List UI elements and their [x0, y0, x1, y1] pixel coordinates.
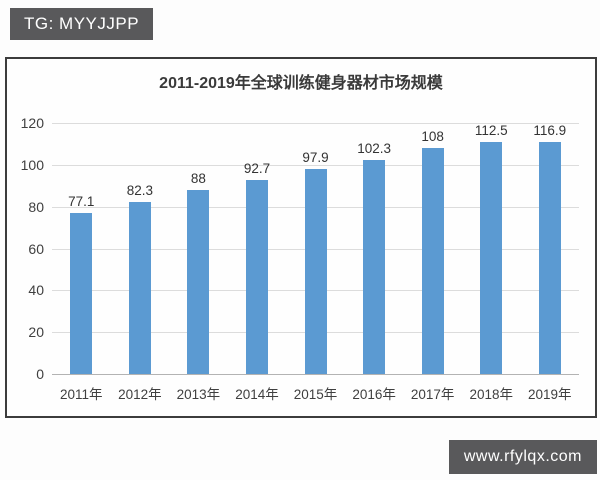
gridline-100: [52, 164, 579, 166]
bar-slot-2011年: 77.1: [52, 123, 111, 374]
x-tick-label-2014年: 2014年: [235, 387, 279, 402]
bar-value-label: 82.3: [126, 182, 153, 198]
bar-2018年: [480, 142, 503, 374]
bar-value-label: 92.7: [243, 161, 271, 177]
chart-title: 2011-2019年全球训练健身器材市场规模: [159, 75, 443, 92]
bar-2012年: [128, 201, 151, 374]
bars-row: 77.1 82.3 88 92.7 97.9 102.3 108 112.5 116.9: [52, 123, 579, 374]
watermark-bottom-right: www.rfylqx.com: [448, 440, 597, 474]
x-tick-label-2016年: 2016年: [352, 387, 396, 402]
y-tick-label-80: 80: [28, 198, 44, 215]
bar-slot-2013年: 88: [169, 123, 228, 374]
bar-value-label: 102.3: [357, 141, 391, 157]
bar-value-label: 77.1: [68, 193, 95, 209]
bar-value-label: 112.5: [474, 123, 508, 138]
gridline-120: [52, 123, 579, 124]
bar-2019年: [538, 142, 561, 374]
plot-area: 0 20 40 60 80 100 120 77.1 82.3 88 92.7 97.9 102.3 1…: [21, 115, 579, 402]
chart-container: 2011-2019年全球训练健身器材市场规模 0 20 40 60 80 100 120 7…: [5, 57, 597, 418]
bar-2014年: [245, 180, 268, 374]
y-tick-label-60: 60: [28, 240, 44, 257]
x-tick-label-2013年: 2013年: [176, 387, 221, 402]
bar-2013年: [187, 189, 210, 374]
bar-value-label: 116.9: [533, 123, 567, 138]
y-tick-label-20: 20: [28, 324, 44, 341]
bar-value-label: 108: [421, 129, 444, 145]
bar-slot-2016年: 102.3: [345, 123, 404, 374]
bar-value-label: 97.9: [302, 150, 329, 166]
gridline-0: [52, 374, 579, 375]
bar-value-label: 88: [190, 170, 206, 186]
bar-2011年: [70, 212, 93, 374]
x-tick-label-2015年: 2015年: [293, 387, 338, 402]
bar-2017年: [421, 148, 444, 374]
y-tick-label-100: 100: [20, 156, 44, 173]
bar-slot-2019年: 116.9: [521, 123, 580, 374]
y-tick-label-0: 0: [36, 366, 44, 382]
bar-2016年: [363, 160, 386, 374]
bar-slot-2018年: 112.5: [462, 123, 521, 374]
x-tick-label-2018年: 2018年: [469, 387, 513, 402]
x-tick-label-2011年: 2011年: [60, 387, 103, 402]
y-tick-label-40: 40: [28, 282, 44, 299]
x-tick-label-2019年: 2019年: [528, 387, 572, 402]
x-axis-labels: 2011年 2012年 2013年 2014年 2015年 2016年 2017年 2018年…: [52, 383, 579, 403]
bar-slot-2012年: 82.3: [111, 123, 170, 374]
y-tick-label-120: 120: [20, 115, 44, 131]
x-tick-label-2012年: 2012年: [118, 387, 162, 402]
bar-slot-2017年: 108: [403, 123, 462, 374]
bar-slot-2014年: 92.7: [228, 123, 287, 374]
watermark-top-left: TG: MYYJJPP: [10, 8, 154, 40]
bar-slot-2015年: 97.9: [286, 123, 345, 374]
bar-2015年: [304, 169, 327, 374]
x-tick-label-2017年: 2017年: [410, 387, 455, 402]
